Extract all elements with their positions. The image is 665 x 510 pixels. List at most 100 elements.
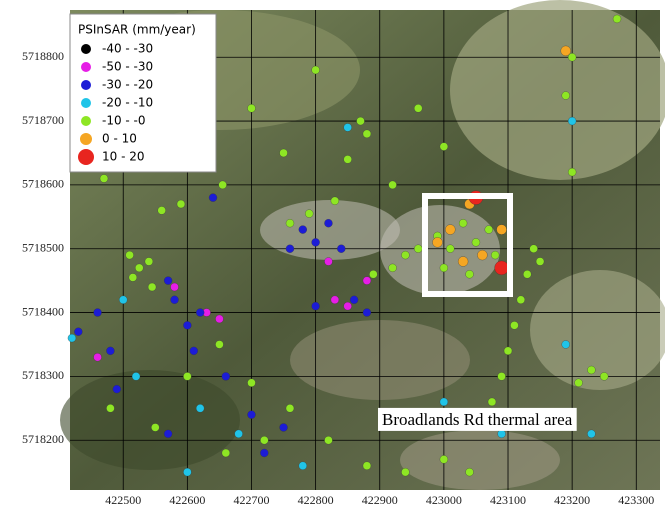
point	[485, 226, 493, 234]
annotation: Broadlands Rd thermal area	[382, 410, 573, 429]
point	[568, 117, 576, 125]
point	[100, 175, 108, 183]
legend-label: -50 - -30	[102, 60, 153, 74]
point	[504, 347, 512, 355]
point	[129, 273, 137, 281]
point	[414, 104, 422, 112]
x-tick-label: 423100	[490, 493, 526, 507]
point	[209, 194, 217, 202]
x-tick-label: 423000	[426, 493, 462, 507]
legend-label: -10 - -0	[102, 114, 146, 128]
point	[363, 462, 371, 470]
x-tick-label: 422700	[233, 493, 269, 507]
point	[369, 270, 377, 278]
point	[312, 66, 320, 74]
point	[587, 366, 595, 374]
point	[196, 404, 204, 412]
point	[151, 423, 159, 431]
point	[247, 411, 255, 419]
point	[613, 15, 621, 23]
point	[561, 46, 571, 56]
point	[401, 468, 409, 476]
point	[324, 436, 332, 444]
point	[222, 372, 230, 380]
point	[135, 264, 143, 272]
point	[523, 270, 531, 278]
point	[440, 398, 448, 406]
point	[324, 257, 332, 265]
point	[446, 245, 454, 253]
point	[74, 328, 82, 336]
point	[350, 296, 358, 304]
point	[260, 436, 268, 444]
point	[280, 149, 288, 157]
point	[299, 462, 307, 470]
point	[132, 372, 140, 380]
point	[158, 206, 166, 214]
legend-label: 10 - 20	[102, 150, 145, 164]
legend-marker	[81, 62, 91, 72]
legend-label: -40 - -30	[102, 42, 153, 56]
point	[445, 225, 455, 235]
point	[575, 379, 583, 387]
point	[459, 219, 467, 227]
point	[536, 257, 544, 265]
point	[466, 270, 474, 278]
point	[472, 238, 480, 246]
y-tick-label: 5718800	[22, 49, 64, 63]
point	[113, 385, 121, 393]
point	[235, 430, 243, 438]
legend-marker	[78, 149, 94, 165]
point	[222, 449, 230, 457]
legend-label: 0 - 10	[102, 132, 137, 146]
point	[562, 92, 570, 100]
point	[94, 353, 102, 361]
point	[363, 130, 371, 138]
point	[94, 309, 102, 317]
point	[312, 238, 320, 246]
point	[280, 423, 288, 431]
point	[477, 250, 487, 260]
point	[145, 257, 153, 265]
point	[215, 340, 223, 348]
legend-marker	[80, 133, 92, 145]
point	[286, 245, 294, 253]
point	[600, 372, 608, 380]
x-tick-label: 423300	[618, 493, 654, 507]
y-tick-label: 5718500	[22, 240, 64, 254]
point	[498, 430, 506, 438]
y-tick-label: 5718200	[22, 432, 64, 446]
x-tick-label: 423200	[554, 493, 590, 507]
point	[401, 251, 409, 259]
legend-title: PSInSAR (mm/year)	[78, 23, 196, 37]
point	[177, 200, 185, 208]
point	[260, 449, 268, 457]
map: PSInSAR (mm/year) -40 - -30-50 - -30-30 …	[0, 0, 665, 510]
point	[305, 210, 313, 218]
point	[106, 404, 114, 412]
point	[299, 226, 307, 234]
point	[344, 302, 352, 310]
point	[562, 340, 570, 348]
legend-marker	[81, 98, 91, 108]
x-tick-label: 422500	[105, 493, 141, 507]
point	[247, 379, 255, 387]
point	[331, 197, 339, 205]
point	[148, 283, 156, 291]
y-tick-label: 5718700	[22, 113, 64, 127]
point	[164, 430, 172, 438]
point	[363, 277, 371, 285]
point	[215, 315, 223, 323]
point	[247, 104, 255, 112]
legend-marker	[81, 44, 91, 54]
point	[68, 334, 76, 342]
legend: PSInSAR (mm/year) -40 - -30-50 - -30-30 …	[70, 14, 216, 172]
point	[497, 225, 507, 235]
x-tick-label: 422900	[362, 493, 398, 507]
point	[126, 251, 134, 259]
point	[119, 296, 127, 304]
point	[312, 302, 320, 310]
point	[458, 256, 468, 266]
point	[517, 296, 525, 304]
point	[389, 181, 397, 189]
